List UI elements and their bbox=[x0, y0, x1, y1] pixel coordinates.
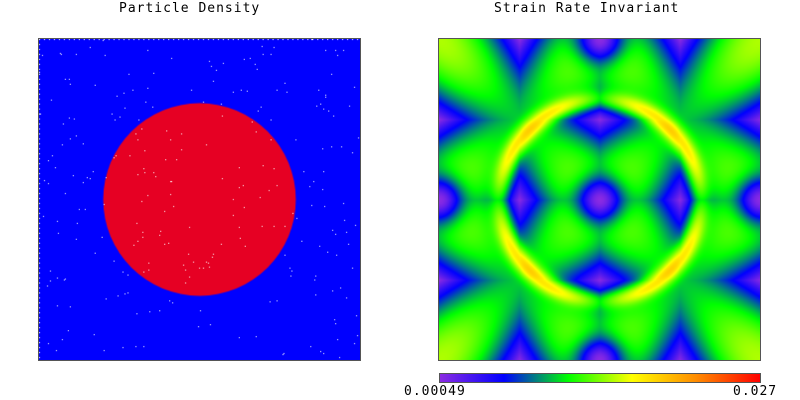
particle-density-plot bbox=[38, 38, 361, 361]
strain-rate-invariant-title: Strain Rate Invariant bbox=[494, 1, 680, 16]
particle-density-title: Particle Density bbox=[119, 1, 261, 16]
colorbar-max-label: 0.027 bbox=[733, 384, 778, 399]
colorbar-min-label: 0.00049 bbox=[404, 384, 466, 399]
strain-rate-heatmap-canvas bbox=[439, 39, 760, 360]
strain-rate-colorbar bbox=[439, 373, 761, 383]
particle-density-canvas bbox=[39, 39, 360, 360]
strain-rate-invariant-plot bbox=[438, 38, 761, 361]
